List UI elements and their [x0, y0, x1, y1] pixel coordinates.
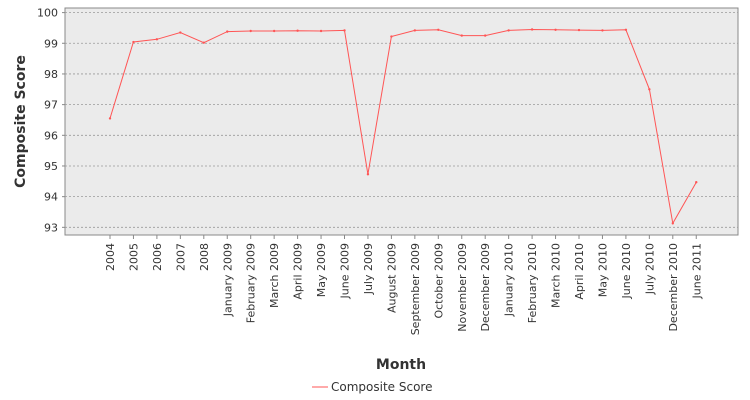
data-point	[530, 28, 534, 31]
x-tick-label: February 2010	[526, 243, 539, 323]
x-tick-label: December 2010	[667, 243, 680, 332]
legend-label: Composite Score	[331, 380, 432, 394]
data-point	[577, 28, 581, 32]
series-line	[109, 28, 697, 225]
x-tick-label: April 2010	[573, 243, 586, 300]
data-point	[343, 29, 346, 32]
data-point	[132, 40, 135, 44]
x-tick-label: February 2009	[245, 243, 258, 323]
y-tick-label: 96	[44, 129, 58, 142]
x-tick-label: October 2009	[432, 243, 445, 319]
data-point	[319, 29, 323, 33]
x-tick-label: March 2010	[550, 243, 563, 308]
y-tick-label: 99	[44, 37, 58, 50]
x-tick-label: 2004	[104, 243, 117, 271]
data-point	[460, 34, 463, 37]
data-point	[507, 29, 510, 32]
x-tick-label: July 2009	[362, 243, 375, 295]
data-point	[671, 222, 674, 225]
x-tick-label: June 2011	[690, 243, 703, 299]
data-point	[484, 34, 487, 37]
x-tick-label: August 2009	[385, 243, 398, 313]
data-point	[202, 41, 205, 44]
y-tick-label: 93	[44, 221, 58, 234]
y-tick-label: 94	[44, 191, 58, 204]
x-tick-label: November 2009	[456, 243, 469, 332]
y-axis-title: Composite Score	[13, 55, 29, 188]
x-tick-label: January 2010	[503, 243, 516, 317]
data-point	[108, 117, 112, 120]
x-tick-label: 2005	[127, 243, 140, 271]
x-tick-label: July 2010	[643, 243, 656, 295]
x-tick-label: December 2009	[479, 243, 492, 332]
x-tick-label: May 2010	[596, 243, 609, 297]
data-point	[554, 28, 557, 31]
data-point	[437, 28, 440, 31]
data-point	[249, 29, 252, 33]
data-point	[272, 29, 276, 33]
data-point	[601, 29, 604, 32]
x-tick-label: June 2010	[620, 243, 633, 299]
data-point	[695, 181, 698, 184]
data-point	[624, 28, 628, 31]
x-tick-label: March 2009	[268, 243, 281, 308]
x-tick-label: April 2009	[292, 243, 305, 300]
y-tick-label: 97	[44, 99, 58, 112]
x-tick-label: January 2009	[221, 243, 234, 317]
data-point	[226, 30, 229, 33]
data-point	[390, 35, 393, 38]
y-tick-label: 100	[37, 7, 58, 20]
data-point	[155, 38, 159, 41]
x-tick-label: 2007	[174, 243, 187, 271]
data-point	[648, 88, 651, 91]
x-tick-label: May 2009	[315, 243, 328, 297]
plot-area	[64, 7, 739, 236]
y-tick-label: 95	[44, 160, 58, 173]
y-tick-label: 98	[44, 68, 58, 81]
data-point	[413, 29, 417, 32]
legend: Composite Score	[312, 380, 432, 394]
data-point	[296, 29, 299, 32]
data-point	[366, 173, 370, 176]
x-tick-label: 2006	[151, 243, 164, 271]
x-tick-label: 2008	[198, 243, 211, 271]
x-tick-label: September 2009	[409, 243, 422, 335]
data-point	[179, 31, 182, 34]
x-axis-title: Month	[376, 357, 426, 373]
x-tick-label: June 2009	[339, 243, 352, 299]
